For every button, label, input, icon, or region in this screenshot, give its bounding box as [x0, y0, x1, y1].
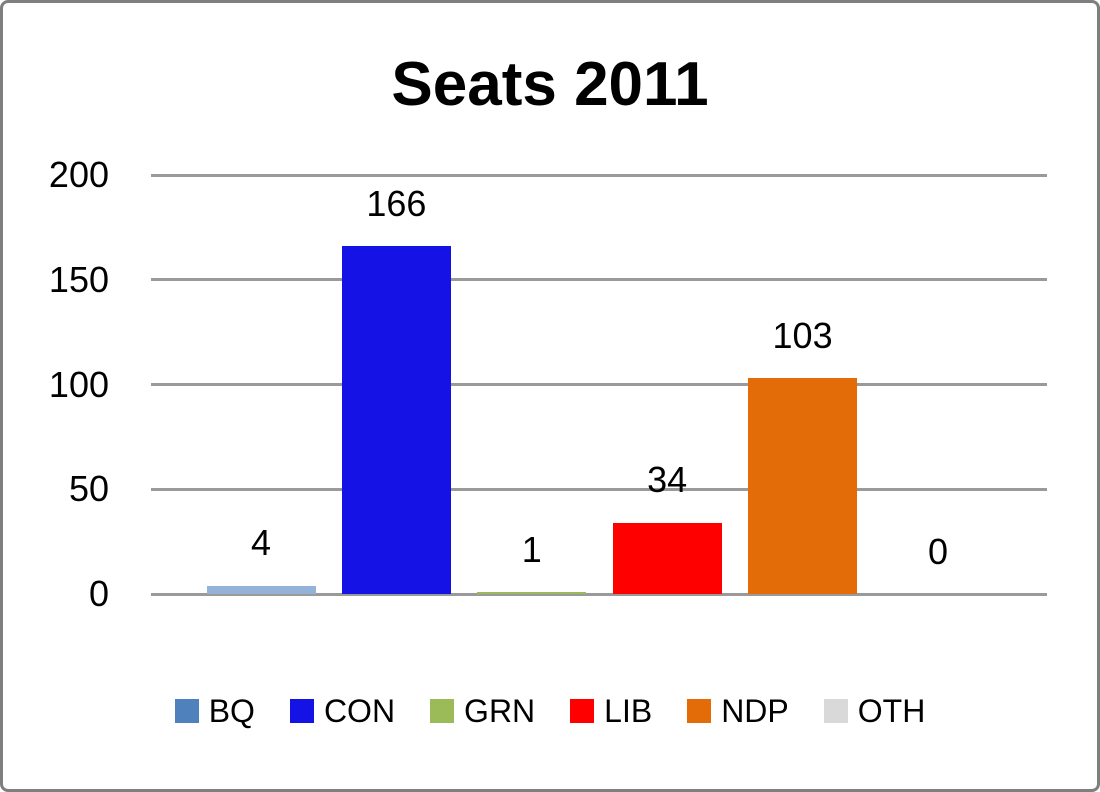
y-tick-label: 0: [88, 573, 109, 614]
legend-item-grn: GRN: [430, 695, 535, 727]
y-tick-label: 200: [48, 154, 109, 195]
gridline-150: [151, 278, 1047, 282]
legend-item-bq: BQ: [174, 693, 255, 729]
data-label-con: 166: [366, 182, 427, 224]
legend-swatch-lib: [570, 699, 595, 723]
data-label-ndp: 103: [772, 314, 833, 356]
bar-bq: [206, 585, 316, 594]
gridline-100: [151, 383, 1047, 386]
legend-swatch-con: [289, 699, 314, 723]
legend-swatch-grn: [430, 699, 455, 723]
y-tick-label: 50: [68, 468, 109, 510]
y-tick-label: 100: [48, 363, 109, 405]
data-label-bq: 4: [251, 522, 272, 564]
legend-label-lib: LIB: [604, 693, 653, 729]
bar-grn: [477, 591, 587, 594]
legend-swatch-oth: [823, 699, 848, 723]
legend-swatch-ndp: [687, 699, 712, 723]
legend-item-ndp: NDP: [687, 695, 789, 727]
legend-swatch-bq: [174, 699, 199, 723]
data-label-grn: 1: [521, 528, 542, 570]
plot-area: 4 166 1 34 103 0: [151, 173, 1047, 596]
bar-con: [341, 246, 451, 594]
legend-item-lib: LIB: [570, 695, 652, 727]
legend-label-ndp: NDP: [721, 693, 789, 729]
legend-item-oth: OTH: [823, 693, 926, 729]
data-label-oth: 0: [927, 530, 948, 572]
gridline-0: [151, 592, 1047, 596]
legend-label-oth: OTH: [857, 693, 926, 729]
chart-title: Seats 2011: [391, 50, 709, 119]
gridline-200: [151, 173, 1047, 177]
legend: BQ CON GRN LIB NDP OTH: [3, 689, 1097, 733]
legend-item-con: CON: [289, 693, 396, 729]
bar-ndp: [748, 378, 858, 594]
legend-label-con: CON: [323, 693, 396, 729]
legend-label-bq: BQ: [208, 693, 255, 729]
data-label-lib: 34: [647, 459, 688, 501]
bar-lib: [612, 522, 722, 594]
legend-label-grn: GRN: [464, 693, 536, 729]
y-tick-label: 150: [48, 258, 109, 300]
gridline-50: [151, 487, 1047, 491]
